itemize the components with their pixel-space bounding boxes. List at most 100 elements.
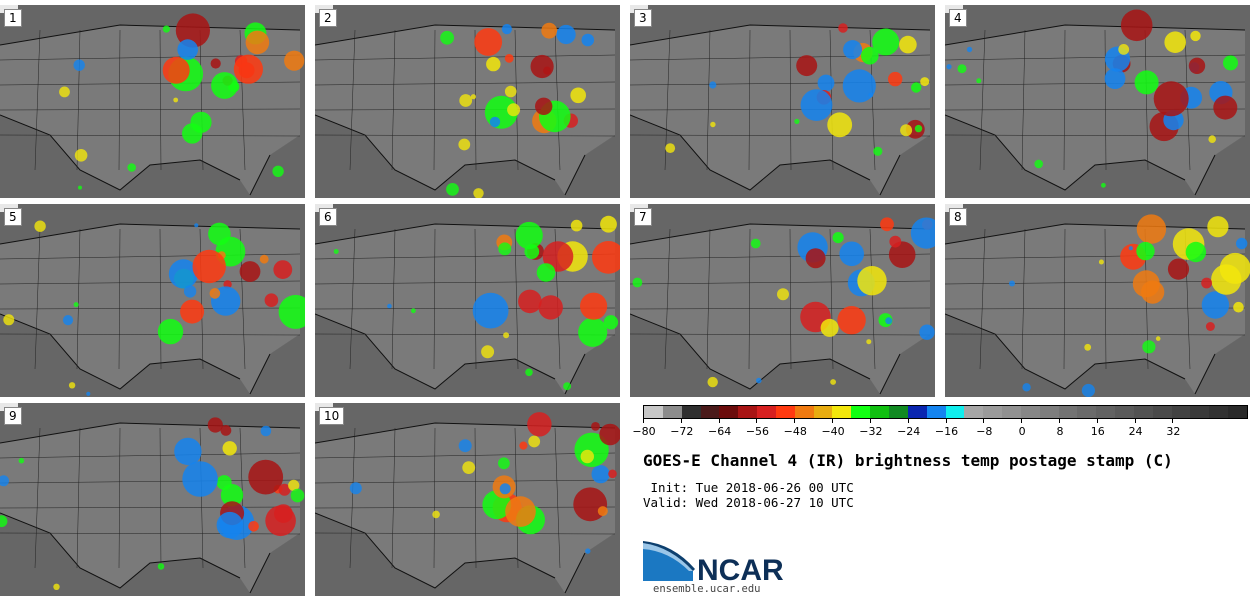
map-panel: 8 [945,204,1250,397]
init-time: Init: Tue 2018-06-26 00 UTC [643,480,854,495]
colorbar-swatch [983,406,1003,418]
colorbar-tick [1021,419,1023,423]
colorbar-swatch [1096,406,1116,418]
ir-map [315,403,620,596]
panel-number: 6 [319,208,337,226]
colorbar-swatch [813,406,833,418]
colorbar-tick-label: −40 [821,425,845,438]
colorbar-tick-label: 32 [1166,425,1181,438]
map-panel: 5 [0,204,305,397]
colorbar-swatch [757,406,776,418]
map-panel: 10 [315,403,620,596]
colorbar-tick-label: 16 [1090,425,1105,438]
colorbar-swatch [662,406,682,418]
panel-number: 9 [4,407,22,425]
panel-number: 1 [4,9,22,27]
panel-number: 3 [634,9,652,27]
ir-map [945,204,1250,397]
ir-map [0,5,305,198]
ir-map [0,204,305,397]
colorbar-swatch [907,406,927,418]
colorbar-tick [756,419,758,423]
colorbar-tick [945,419,947,423]
colorbar-tick [1172,419,1174,423]
colorbar-swatch [1228,406,1247,418]
colorbar-swatch [1190,406,1210,418]
colorbar-swatch [1058,406,1078,418]
colorbar-swatch [1039,406,1059,418]
colorbar [643,405,1248,419]
colorbar-swatch [888,406,908,418]
colorbar-tick-label: −24 [897,425,921,438]
panel-number: 2 [319,9,337,27]
colorbar-tick [680,419,682,423]
colorbar-ticks: −80 −72 −64 −56 −48 −40 −32 −24 −16 −8 0 8 16 24 32 [632,419,1248,439]
colorbar-tick-label: −8 [976,425,993,438]
website-url: ensemble.ucar.edu [653,583,761,595]
map-panel: 1 [0,5,305,198]
panel-number: 8 [949,208,967,226]
map-panel: 3 [630,5,935,198]
colorbar-swatch [1115,406,1134,418]
colorbar-tick-label: −16 [934,425,959,438]
colorbar-tick-label: −56 [745,425,770,438]
colorbar-tick [643,419,644,423]
colorbar-tick [869,419,871,423]
colorbar-tick [1058,419,1060,423]
colorbar-tick [718,419,720,423]
colorbar-swatch [1077,406,1097,418]
ir-map [630,5,935,198]
colorbar-tick-label: −80 [632,425,656,438]
map-panel: 6 [315,204,620,397]
colorbar-tick [794,419,796,423]
colorbar-tick-label: 24 [1128,425,1143,438]
colorbar-swatch [1002,406,1021,418]
panel-number: 10 [319,407,345,425]
logo-text: NCAR [697,554,784,583]
ir-map [0,403,305,596]
colorbar-swatch [644,406,663,418]
colorbar-tick-label: 0 [1018,425,1026,438]
valid-time: Valid: Wed 2018-06-27 10 UTC [643,495,854,510]
colorbar-swatch [700,406,720,418]
colorbar-swatch [870,406,889,418]
ir-map [315,5,620,198]
colorbar-tick [983,419,985,423]
ir-map [630,204,935,397]
colorbar-swatch [945,406,965,418]
colorbar-swatch [1020,406,1040,418]
colorbar-tick-label: −72 [670,425,694,438]
colorbar-swatch [719,406,739,418]
ncar-logo: NCAR [643,541,784,583]
colorbar-swatch [1152,406,1172,418]
colorbar-tick-label: 8 [1056,425,1064,438]
colorbar-swatch [832,406,852,418]
colorbar-tick-label: −32 [859,425,883,438]
colorbar-swatch [851,406,871,418]
map-panel: 9 [0,403,305,596]
colorbar-swatch [1133,406,1153,418]
colorbar-swatch [681,406,701,418]
map-panel: 7 [630,204,935,397]
panel-number: 5 [4,208,22,226]
ir-map [315,204,620,397]
colorbar-tick [1134,419,1136,423]
panel-number: 7 [634,208,652,226]
colorbar-swatch [738,406,758,418]
colorbar-swatch [775,406,795,418]
colorbar-tick [832,419,834,423]
map-panel: 2 [315,5,620,198]
colorbar-swatch [1171,406,1191,418]
map-panel: 4 [945,5,1250,198]
panel-number: 4 [949,9,967,27]
colorbar-swatch [964,406,984,418]
colorbar-tick-label: −48 [783,425,807,438]
chart-title: GOES-E Channel 4 (IR) brightness temp po… [643,451,1173,470]
colorbar-swatch [1209,406,1229,418]
ir-map [945,5,1250,198]
colorbar-tick-label: −64 [708,425,732,438]
colorbar-swatch [794,406,814,418]
colorbar-tick [1096,419,1098,423]
colorbar-swatch [926,406,946,418]
colorbar-tick [907,419,909,423]
